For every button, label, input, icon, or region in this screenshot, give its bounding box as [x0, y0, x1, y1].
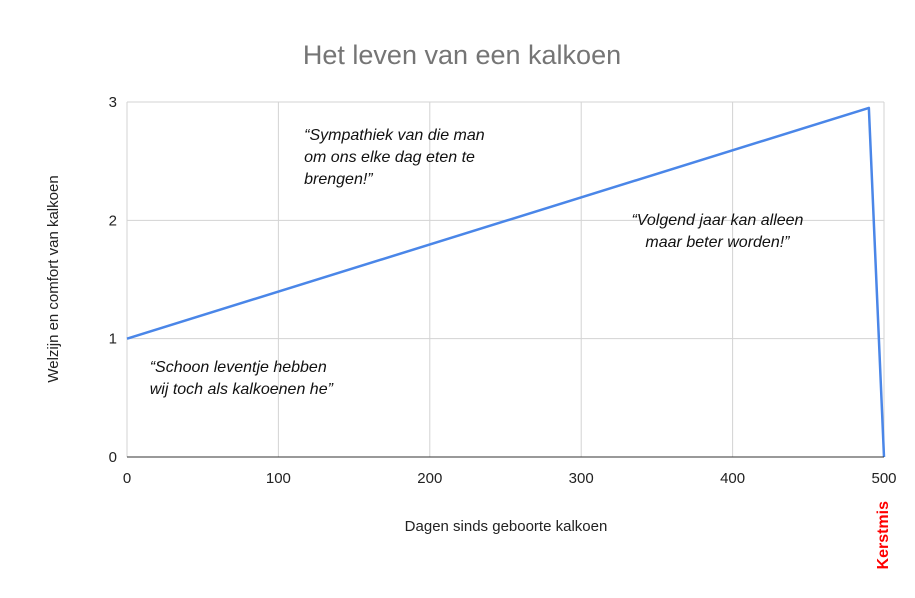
annotation-3: “Volgend jaar kan alleen maar beter worde… [631, 212, 803, 251]
series-line [126, 106, 886, 458]
annotation-3-line: “Volgend jaar kan alleen [631, 212, 803, 229]
series-layer [126, 106, 886, 458]
annotation-3-line: maar beter worden!” [645, 234, 790, 251]
x-tick-label: 0 [123, 470, 131, 487]
x-marker: Kerstmis [875, 501, 892, 570]
x-tick-label: 400 [720, 470, 745, 487]
grid [126, 101, 885, 457]
y-axis-label: Welzijn en comfort van kalkoen [45, 175, 62, 382]
y-tick-label: 3 [109, 94, 117, 111]
annotation-2-line: brengen!” [304, 171, 373, 188]
y-tick-label: 0 [109, 449, 117, 466]
annotation-1: “Schoon leventje hebben wij toch als kalk… [150, 359, 334, 398]
annotation-2-line: “Sympathiek van die man [304, 127, 485, 144]
annotation-1-line: wij toch als kalkoenen he” [150, 381, 334, 398]
x-tick-label: 500 [871, 470, 896, 487]
y-tick-label: 2 [109, 212, 117, 229]
y-tick-label: 1 [109, 331, 117, 348]
x-tick-label: 300 [569, 470, 594, 487]
x-axis-label: Dagen sinds geboorte kalkoen [405, 518, 608, 535]
x-tick-label: 200 [417, 470, 442, 487]
x-tick-label: 100 [266, 470, 291, 487]
annotation-1-line: “Schoon leventje hebben [150, 359, 327, 376]
annotation-2-line: om ons elke dag eten te [304, 149, 475, 166]
annotations: “Schoon leventje hebben wij toch als kalk… [150, 127, 804, 398]
tick-labels: 0 100 200 300 400 500 0 1 2 3 [109, 94, 897, 487]
annotation-2: “Sympathiek van die man om ons elke dag e… [304, 127, 485, 188]
chart-title: Het leven van een kalkoen [303, 40, 621, 70]
x-marker-label: Kerstmis [875, 501, 892, 570]
